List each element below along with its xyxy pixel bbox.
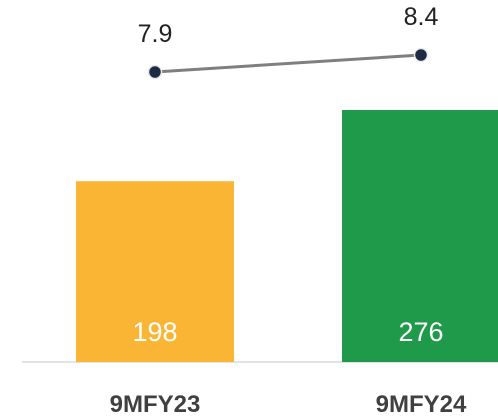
line-series: [154, 53, 422, 74]
bars-group: 198 276: [76, 110, 498, 362]
category-label: 9MFY24: [376, 391, 467, 418]
line-value-label: 8.4: [404, 3, 439, 31]
category-label: 9MFY23: [110, 391, 201, 418]
line-point: [413, 47, 429, 63]
category-labels-group: 9MFY23 9MFY24: [110, 391, 467, 418]
bar-value-label: 276: [398, 317, 443, 347]
line-point: [147, 64, 163, 80]
bar-9mfy23: [76, 181, 234, 362]
line-value-label: 7.9: [138, 20, 173, 48]
line-series-group: 7.9 8.4: [138, 3, 439, 80]
bar-value-label: 198: [132, 317, 177, 347]
bar-9mfy24: [342, 110, 498, 362]
